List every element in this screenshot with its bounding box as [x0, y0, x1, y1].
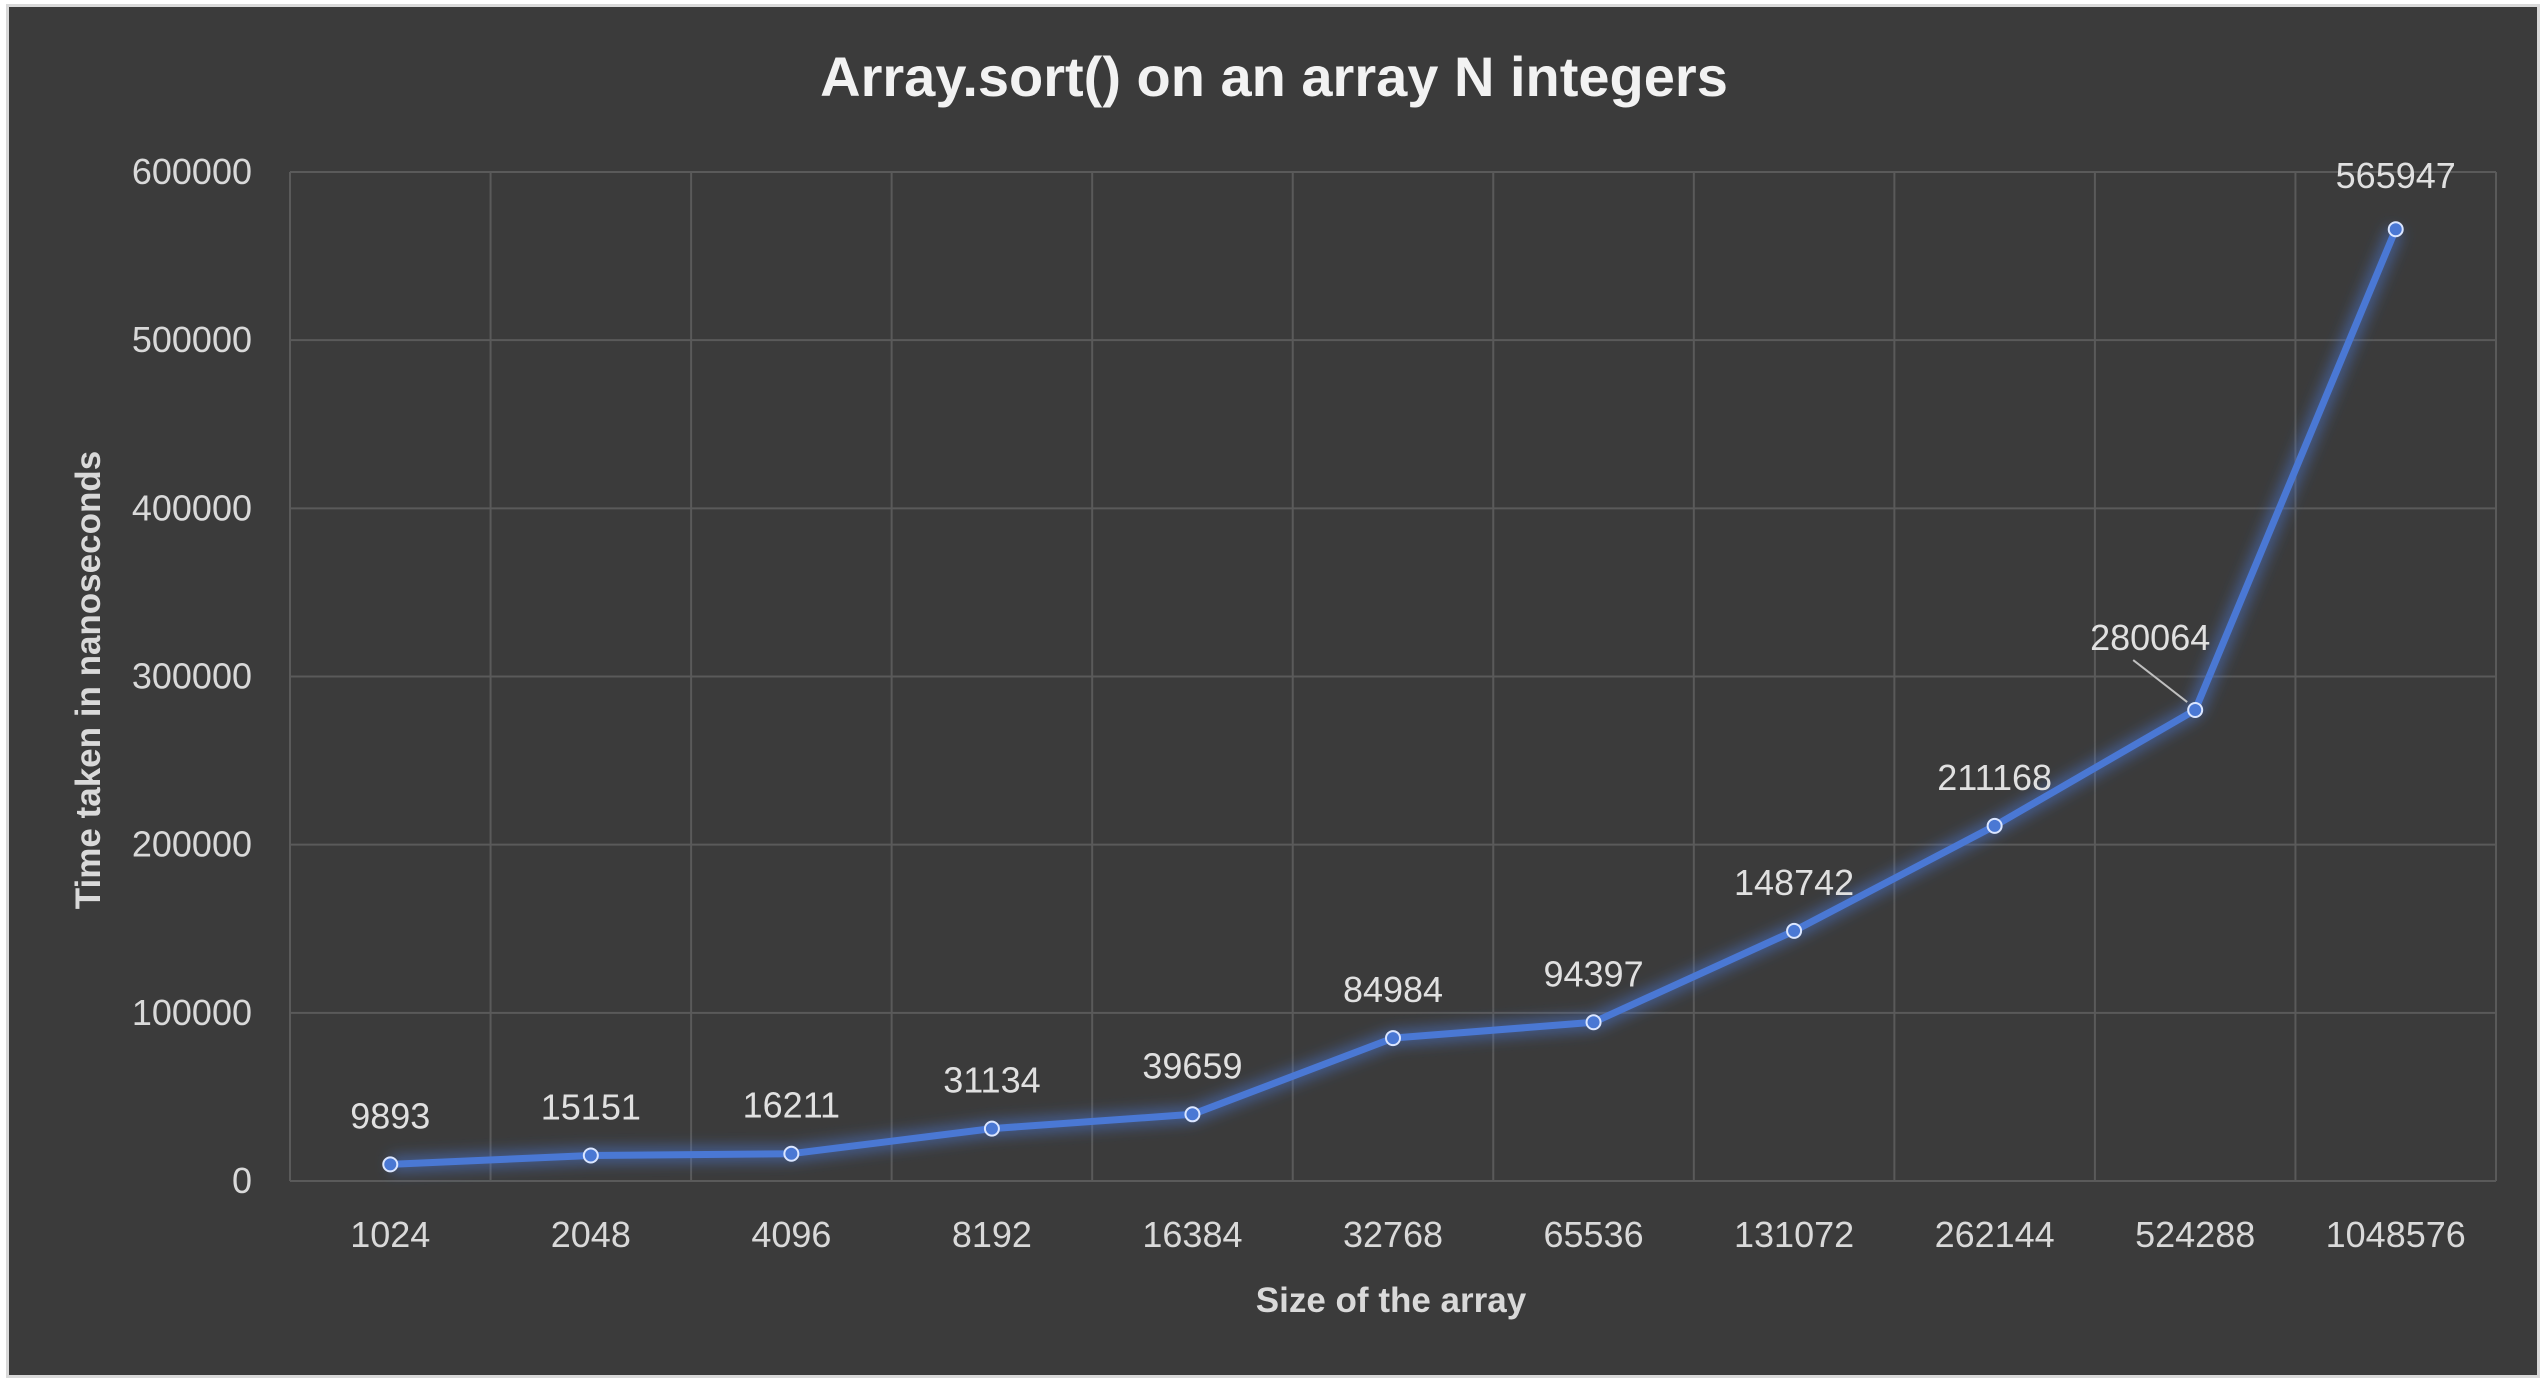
y-axis-title: Time taken in nanoseconds [69, 451, 108, 909]
x-tick-label: 65536 [1543, 1214, 1643, 1255]
y-tick-label: 400000 [132, 487, 252, 528]
data-point [1986, 817, 2003, 834]
x-axis-title: Size of the array [1256, 1281, 1527, 1320]
data-label: 9893 [350, 1095, 430, 1136]
x-tick-label: 8192 [952, 1214, 1032, 1255]
chart-title: Array.sort() on an array N integers [820, 45, 1728, 108]
y-tick-label: 300000 [132, 656, 252, 697]
data-label: 280064 [2090, 617, 2210, 658]
data-label-leader [2132, 659, 2188, 703]
data-label: 16211 [743, 1085, 840, 1126]
data-point [2387, 221, 2404, 238]
x-axis-ticks: 1024 2048 4096 8192 16384 32768 65536 131072 262… [350, 1214, 2466, 1255]
data-point [2187, 702, 2204, 719]
data-label: 148742 [1734, 862, 1854, 903]
y-axis-ticks: 0 100000 200000 300000 400000 500000 600000 [132, 151, 252, 1201]
data-point [1184, 1106, 1201, 1123]
x-tick-label: 32768 [1343, 1214, 1443, 1255]
data-point [1786, 922, 1803, 939]
x-tick-label: 2048 [551, 1214, 631, 1255]
y-tick-label: 600000 [132, 151, 252, 192]
x-tick-label: 131072 [1734, 1214, 1854, 1255]
data-label: 39659 [1142, 1045, 1242, 1086]
data-point [582, 1147, 599, 1164]
data-point [783, 1145, 800, 1162]
data-label: 211168 [1937, 757, 2052, 798]
x-tick-label: 4096 [751, 1214, 831, 1255]
data-label: 31134 [943, 1060, 1040, 1101]
data-labels: 9893 15151 16211 31134 39659 84984 94397 148742… [350, 155, 2456, 1136]
y-tick-label: 500000 [132, 319, 252, 360]
y-tick-label: 100000 [132, 992, 252, 1033]
x-tick-label: 1024 [350, 1214, 430, 1255]
data-label: 84984 [1343, 969, 1443, 1010]
x-tick-label: 524288 [2135, 1214, 2255, 1255]
chart-frame [6, 4, 2540, 1378]
y-tick-label: 200000 [132, 824, 252, 865]
grid-lines [289, 171, 2497, 1182]
data-label: 15151 [541, 1087, 641, 1128]
x-tick-label: 16384 [1142, 1214, 1242, 1255]
data-point [983, 1120, 1000, 1137]
x-tick-label: 262144 [1935, 1214, 2055, 1255]
data-point [1585, 1014, 1602, 1031]
data-point [382, 1156, 399, 1173]
y-tick-label: 0 [232, 1160, 252, 1201]
data-point [1385, 1030, 1401, 1047]
series-layer [382, 221, 2404, 1173]
data-label: 94397 [1543, 953, 1643, 994]
x-tick-label: 1048576 [2326, 1214, 2466, 1255]
data-label: 565947 [2336, 155, 2456, 196]
